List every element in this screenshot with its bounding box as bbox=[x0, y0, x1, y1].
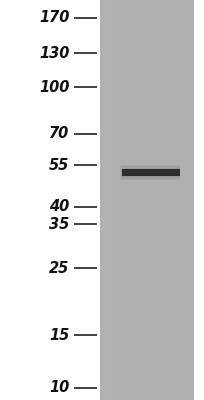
Text: 15: 15 bbox=[49, 328, 69, 342]
Bar bbox=[125, 0, 129, 400]
Text: 35: 35 bbox=[49, 217, 69, 232]
Bar bbox=[111, 0, 115, 400]
Bar bbox=[103, 0, 108, 400]
Bar bbox=[122, 168, 180, 178]
Bar bbox=[100, 0, 105, 400]
Text: 25: 25 bbox=[49, 261, 69, 276]
Bar bbox=[122, 170, 180, 176]
Bar bbox=[100, 0, 194, 400]
Bar bbox=[118, 0, 122, 400]
Bar bbox=[120, 165, 180, 180]
Text: 130: 130 bbox=[39, 46, 69, 60]
Text: 70: 70 bbox=[49, 126, 69, 141]
Bar bbox=[121, 0, 126, 400]
Text: 10: 10 bbox=[49, 380, 69, 396]
Text: 170: 170 bbox=[39, 10, 69, 26]
Bar bbox=[121, 166, 180, 179]
Text: 40: 40 bbox=[49, 200, 69, 214]
Bar bbox=[107, 0, 112, 400]
Text: 55: 55 bbox=[49, 158, 69, 173]
Text: 100: 100 bbox=[39, 80, 69, 95]
Bar bbox=[114, 0, 119, 400]
